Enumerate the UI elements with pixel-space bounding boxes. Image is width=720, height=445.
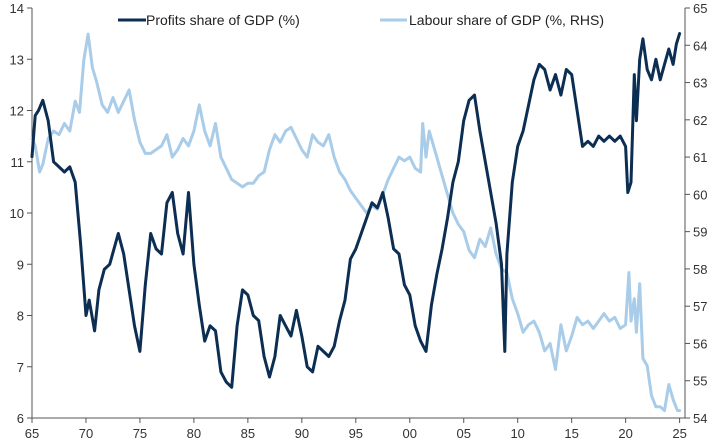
right-axis-ticks: 54 55 56 57 58 59 60 61 62 63 64 65	[685, 1, 707, 426]
x-tick-label: 85	[241, 426, 255, 441]
x-tick-label: 25	[672, 426, 686, 441]
x-tick-label: 10	[510, 426, 524, 441]
x-tick-label: 90	[295, 426, 309, 441]
right-tick-label: 62	[693, 113, 707, 128]
series-lines	[30, 32, 682, 412]
x-tick-label: 65	[25, 426, 39, 441]
left-tick-label: 7	[17, 360, 24, 375]
x-axis-ticks: 65 70 75 80 85 90 95 00 05 10 15 20 25	[25, 418, 687, 441]
legend: Profits share of GDP (%) Labour share of…	[118, 12, 604, 28]
x-tick-label: 20	[618, 426, 632, 441]
x-tick-label: 70	[79, 426, 93, 441]
x-tick-label: 80	[187, 426, 201, 441]
legend-item-profits: Profits share of GDP (%)	[118, 12, 300, 28]
labour-share-line	[30, 32, 682, 412]
left-tick-label: 6	[17, 411, 24, 426]
x-tick-label: 75	[133, 426, 147, 441]
right-tick-label: 61	[693, 150, 707, 165]
legend-label-profits: Profits share of GDP (%)	[146, 12, 300, 28]
left-tick-label: 8	[17, 309, 24, 324]
right-tick-label: 55	[693, 374, 707, 389]
left-tick-label: 12	[10, 104, 24, 119]
legend-label-labour: Labour share of GDP (%, RHS)	[409, 12, 604, 28]
x-tick-label: 15	[564, 426, 578, 441]
left-tick-label: 14	[10, 1, 24, 16]
right-tick-label: 64	[693, 38, 707, 53]
left-axis-ticks: 6 7 8 9 10 11 12 13 14	[10, 1, 32, 426]
left-tick-label: 11	[11, 155, 25, 170]
x-tick-label: 00	[403, 426, 417, 441]
right-tick-label: 65	[693, 1, 707, 16]
right-tick-label: 63	[693, 76, 707, 91]
right-tick-label: 57	[693, 299, 707, 314]
right-tick-label: 59	[693, 225, 707, 240]
right-tick-label: 60	[693, 187, 707, 202]
right-tick-label: 56	[693, 336, 707, 351]
left-tick-label: 10	[10, 206, 24, 221]
right-tick-label: 54	[693, 411, 707, 426]
right-tick-label: 58	[693, 262, 707, 277]
left-tick-label: 13	[10, 52, 24, 67]
x-tick-label: 05	[457, 426, 471, 441]
left-tick-label: 9	[17, 257, 24, 272]
profits-share-line	[30, 32, 682, 389]
x-tick-label: 95	[349, 426, 363, 441]
legend-item-labour: Labour share of GDP (%, RHS)	[380, 12, 604, 28]
